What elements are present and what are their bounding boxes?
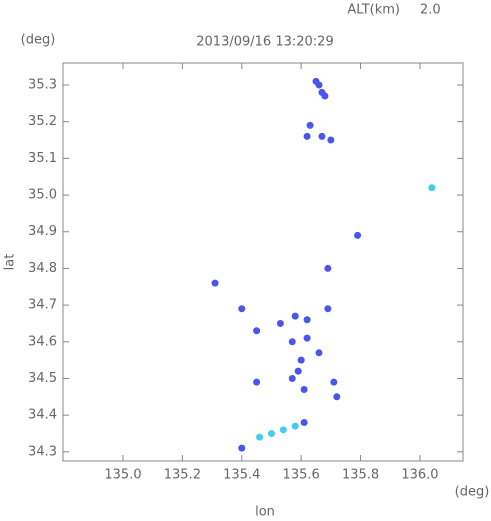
plot-frame: [62, 62, 464, 462]
y-tick-label: 35.3: [28, 78, 57, 93]
echo: [238, 305, 246, 313]
echo: [291, 312, 299, 320]
echo: [291, 422, 299, 430]
echo: [276, 319, 284, 327]
y-tick-label: 34.7: [28, 298, 57, 313]
y-tick-label: 34.3: [28, 444, 57, 459]
x-tick-label: 135.2: [164, 468, 201, 483]
y-tick-label: 34.5: [28, 371, 57, 386]
x-tick-label: 135.6: [283, 468, 320, 483]
y-tick-label: 35.0: [28, 188, 57, 203]
echo: [253, 378, 261, 386]
echo: [253, 327, 261, 335]
echo: [288, 374, 296, 382]
y-tick-label: 34.4: [28, 408, 57, 423]
echo: [321, 92, 329, 100]
echo: [315, 349, 323, 357]
x-tick-label: 136.0: [401, 468, 438, 483]
echo: [354, 231, 362, 239]
x-tick-label: 135.8: [342, 468, 379, 483]
y-tick-label: 35.2: [28, 114, 57, 129]
echo: [324, 264, 332, 272]
y-axis-label: lat: [3, 254, 18, 271]
echo: [294, 367, 302, 375]
x-unit: (deg): [455, 485, 490, 500]
echo: [318, 132, 326, 140]
echo: [306, 121, 314, 129]
echo: [324, 305, 332, 313]
x-axis-label: lon: [255, 505, 275, 520]
x-tick-label: 135.4: [223, 468, 260, 483]
y-tick-label: 34.9: [28, 224, 57, 239]
chart-title: 2013/09/16 13:20:29: [196, 35, 333, 50]
y-unit: (deg): [21, 33, 56, 48]
echo: [300, 385, 308, 393]
y-tick-label: 35.1: [28, 151, 57, 166]
echo: [333, 393, 341, 401]
echo: [330, 378, 338, 386]
echo: [303, 316, 311, 324]
altitude-value: 2.0: [420, 3, 441, 18]
altitude-label: ALT(km): [347, 3, 400, 18]
echo: [315, 81, 323, 89]
echo: [303, 132, 311, 140]
y-tick-label: 34.8: [28, 261, 57, 276]
echo: [327, 136, 335, 144]
echo: [300, 418, 308, 426]
echo: [288, 338, 296, 346]
echo: [256, 433, 264, 441]
y-tick-label: 34.6: [28, 334, 57, 349]
echo: [428, 184, 436, 192]
echo: [267, 429, 275, 437]
echo: [238, 444, 246, 452]
echo: [279, 426, 287, 434]
echo: [303, 334, 311, 342]
x-tick-label: 135.0: [104, 468, 141, 483]
echo: [297, 356, 305, 364]
echo: [211, 279, 219, 287]
